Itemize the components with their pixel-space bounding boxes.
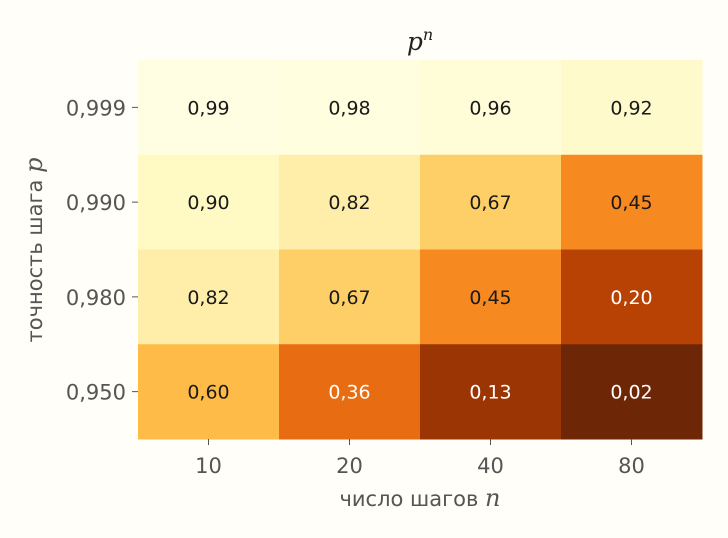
heatmap-cell bbox=[420, 60, 562, 156]
heatmap-cell bbox=[279, 249, 421, 345]
chart-title-base: p bbox=[407, 27, 423, 56]
heatmap-cells: 0,99 0,98 0,96 0,92 0,90 0,82 0,67 0,45 0,82 0,67… bbox=[138, 60, 703, 440]
cell-value-label: 0,13 bbox=[469, 382, 511, 404]
y-axis-label-text: точность шага bbox=[23, 180, 47, 343]
cell-value-label: 0,45 bbox=[469, 287, 511, 309]
x-tick-label: 80 bbox=[618, 454, 645, 478]
x-tick-label: 40 bbox=[477, 454, 504, 478]
x-axis-label-var: n bbox=[485, 484, 500, 512]
heatmap-cell bbox=[279, 60, 421, 156]
x-axis-label: число шагов n bbox=[339, 484, 500, 512]
cell-value-label: 0,67 bbox=[328, 287, 370, 309]
y-axis: 0,999 0,990 0,980 0,950 bbox=[66, 96, 138, 405]
heatmap-cell bbox=[138, 60, 280, 156]
heatmap-cell bbox=[561, 154, 703, 250]
heatmap-cell bbox=[138, 344, 280, 440]
cell-value-label: 0,67 bbox=[469, 192, 511, 214]
y-tick-label: 0,950 bbox=[66, 381, 126, 405]
cell-value-label: 0,96 bbox=[469, 97, 511, 119]
cell-value-label: 0,60 bbox=[187, 382, 229, 404]
heatmap-cell bbox=[138, 249, 280, 345]
cell-value-label: 0,92 bbox=[610, 97, 652, 119]
heatmap-cell bbox=[279, 344, 421, 440]
heatmap-cell bbox=[138, 154, 280, 250]
cell-value-label: 0,20 bbox=[610, 287, 652, 309]
chart-title: pn bbox=[407, 25, 433, 56]
x-axis: 10 20 40 80 bbox=[195, 439, 645, 478]
y-tick-label: 0,990 bbox=[66, 191, 126, 215]
cell-value-label: 0,36 bbox=[328, 382, 370, 404]
heatmap-cell bbox=[561, 60, 703, 156]
chart-title-sup: n bbox=[423, 25, 433, 44]
heatmap-cell bbox=[279, 154, 421, 250]
cell-value-label: 0,82 bbox=[187, 287, 229, 309]
y-axis-label-var: p bbox=[20, 158, 48, 173]
cell-value-label: 0,98 bbox=[328, 97, 370, 119]
x-tick-label: 20 bbox=[336, 454, 363, 478]
cell-value-label: 0,90 bbox=[187, 192, 229, 214]
heatmap-cell bbox=[561, 249, 703, 345]
heatmap-cell bbox=[420, 249, 562, 345]
cell-value-label: 0,99 bbox=[187, 97, 229, 119]
cell-value-label: 0,45 bbox=[610, 192, 652, 214]
cell-value-label: 0,82 bbox=[328, 192, 370, 214]
heatmap-cell bbox=[420, 344, 562, 440]
cell-value-label: 0,02 bbox=[610, 382, 652, 404]
y-axis-label: точность шага p bbox=[20, 158, 48, 343]
y-tick-label: 0,999 bbox=[66, 96, 126, 120]
y-tick-label: 0,980 bbox=[66, 286, 126, 310]
heatmap-cell bbox=[420, 154, 562, 250]
x-axis-label-text: число шагов bbox=[339, 487, 478, 511]
x-tick-label: 10 bbox=[195, 454, 222, 478]
heatmap-cell bbox=[561, 344, 703, 440]
